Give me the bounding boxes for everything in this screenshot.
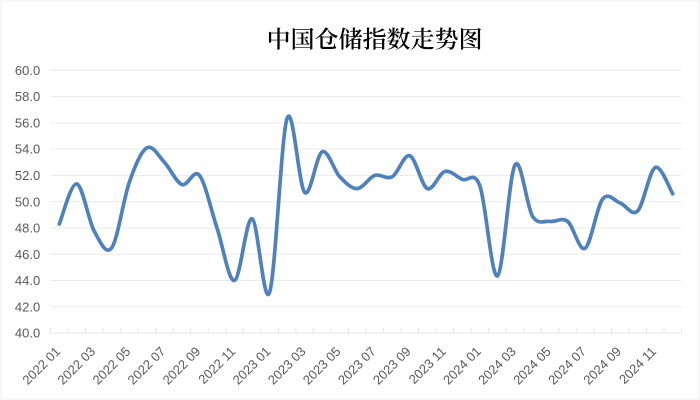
svg-text:40.0: 40.0	[15, 326, 40, 341]
svg-text:58.0: 58.0	[15, 89, 40, 104]
svg-text:60.0: 60.0	[15, 63, 40, 78]
svg-text:46.0: 46.0	[15, 247, 40, 262]
svg-text:50.0: 50.0	[15, 194, 40, 209]
svg-text:44.0: 44.0	[15, 273, 40, 288]
svg-text:52.0: 52.0	[15, 168, 40, 183]
svg-text:42.0: 42.0	[15, 299, 40, 314]
svg-text:56.0: 56.0	[15, 116, 40, 131]
svg-text:48.0: 48.0	[15, 221, 40, 236]
svg-text:54.0: 54.0	[15, 142, 40, 157]
